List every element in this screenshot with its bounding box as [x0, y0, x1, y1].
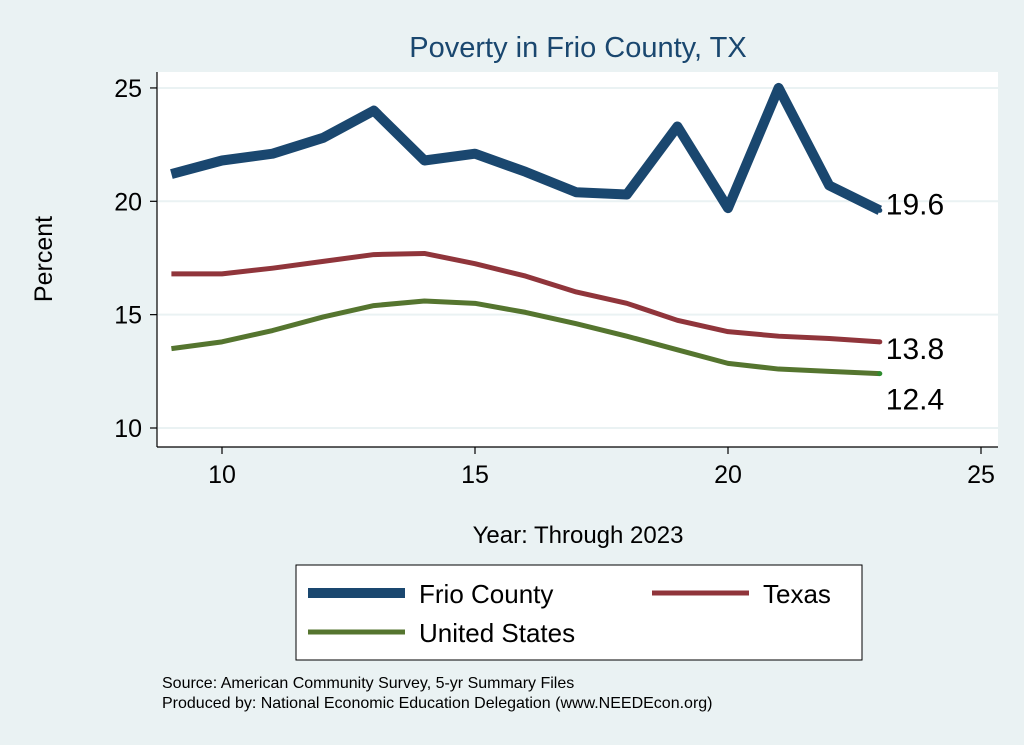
plot-area [157, 72, 998, 447]
y-axis-label: Percent [30, 216, 58, 302]
y-tick-label: 25 [114, 75, 142, 103]
source-note: Source: American Community Survey, 5-yr … [162, 675, 574, 692]
end-value-label: 13.8 [886, 333, 944, 366]
legend-label-us: United States [419, 618, 575, 648]
x-axis-label: Year: Through 2023 [473, 522, 684, 549]
y-tick-label: 15 [114, 302, 142, 330]
series-end-marker [877, 207, 883, 213]
series-line-texas [171, 250, 880, 345]
series-end-marker [877, 371, 883, 377]
chart-title: Poverty in Frio County, TX [409, 32, 746, 64]
end-value-label: 12.4 [886, 384, 944, 417]
y-tick-label: 20 [114, 188, 142, 216]
x-tick-label: 10 [208, 461, 236, 489]
legend-label-texas: Texas [763, 579, 831, 609]
series-end-marker [877, 339, 883, 345]
series-line-frio-county [170, 82, 883, 215]
x-tick-label: 25 [967, 461, 995, 489]
legend: Frio County Texas United States [295, 564, 863, 661]
x-tick-label: 15 [461, 461, 489, 489]
end-value-label: 19.6 [886, 188, 944, 221]
producer-note: Produced by: National Economic Education… [162, 695, 713, 712]
x-tick-label: 20 [714, 461, 742, 489]
series-line-united-states [171, 298, 880, 377]
legend-label-frio: Frio County [419, 579, 553, 609]
y-tick-label: 10 [114, 415, 142, 443]
